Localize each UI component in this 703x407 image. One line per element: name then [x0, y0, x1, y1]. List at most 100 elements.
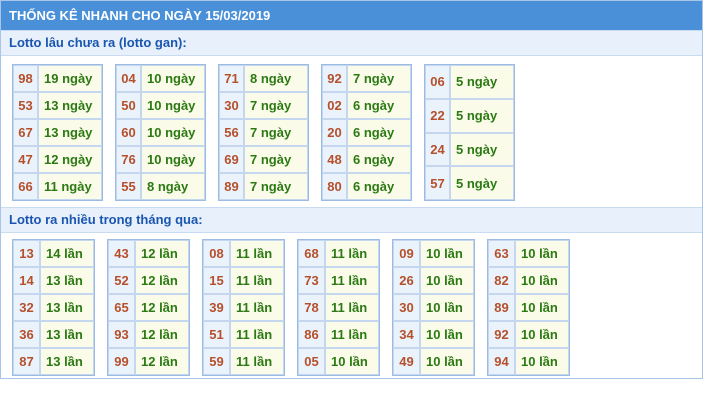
lotto-number: 05: [298, 348, 325, 375]
table-row: 24 5 ngày: [425, 132, 514, 167]
lotto-number: 92: [322, 65, 347, 92]
table-row: 04 10 ngày: [116, 65, 205, 92]
table-row: 13 14 lần: [13, 240, 94, 267]
gan-block: 71 8 ngày 30 7 ngày 56 7 ngày 69 7 ngày 89 7 ngày: [218, 64, 309, 201]
table-row: 89 7 ngày: [219, 173, 308, 200]
lotto-count: 6 ngày: [347, 146, 411, 173]
lotto-count: 11 lần: [230, 348, 284, 375]
nhieu-block: 09 10 lần 26 10 lần 30 10 lần 34 10 lần 49 10 lần: [392, 239, 475, 376]
lotto-count: 13 lần: [40, 348, 94, 375]
lotto-count: 13 ngày: [38, 92, 102, 119]
lotto-count: 5 ngày: [450, 98, 514, 133]
table-row: 20 6 ngày: [322, 119, 411, 146]
lotto-count: 11 lần: [325, 294, 379, 321]
page-title: THỐNG KÊ NHANH CHO NGÀY 15/03/2019: [1, 1, 702, 30]
gan-block: 92 7 ngày 02 6 ngày 20 6 ngày 48 6 ngày 80 6 ngày: [321, 64, 412, 201]
table-row: 92 10 lần: [488, 321, 569, 348]
lotto-number: 43: [108, 240, 135, 267]
lotto-number: 73: [298, 267, 325, 294]
table-row: 78 11 lần: [298, 294, 379, 321]
lotto-number: 82: [488, 267, 515, 294]
table-row: 94 10 lần: [488, 348, 569, 375]
lotto-number: 98: [13, 65, 38, 92]
lotto-number: 80: [322, 173, 347, 200]
lotto-number: 47: [13, 146, 38, 173]
lotto-count: 7 ngày: [244, 92, 308, 119]
table-row: 52 12 lần: [108, 267, 189, 294]
gan-block: 06 5 ngày 22 5 ngày 24 5 ngày 57 5 ngày: [424, 64, 515, 201]
lotto-count: 12 lần: [135, 267, 189, 294]
table-row: 53 13 ngày: [13, 92, 102, 119]
table-row: 51 11 lần: [203, 321, 284, 348]
table-row: 73 11 lần: [298, 267, 379, 294]
lotto-number: 99: [108, 348, 135, 375]
lotto-count: 11 lần: [325, 321, 379, 348]
lotto-number: 02: [322, 92, 347, 119]
lotto-count: 6 ngày: [347, 119, 411, 146]
lotto-number: 92: [488, 321, 515, 348]
lotto-number: 89: [219, 173, 244, 200]
nhieu-block: 43 12 lần 52 12 lần 65 12 lần 93 12 lần 99 12 lần: [107, 239, 190, 376]
lotto-count: 10 ngày: [141, 65, 205, 92]
table-row: 68 11 lần: [298, 240, 379, 267]
table-row: 32 13 lần: [13, 294, 94, 321]
lotto-count: 10 lần: [515, 348, 569, 375]
table-row: 59 11 lần: [203, 348, 284, 375]
table-row: 14 13 lần: [13, 267, 94, 294]
lotto-count: 10 lần: [515, 321, 569, 348]
lotto-number: 51: [203, 321, 230, 348]
lotto-count: 12 lần: [135, 294, 189, 321]
lotto-number: 63: [488, 240, 515, 267]
lotto-count: 10 lần: [325, 348, 379, 375]
lotto-number: 04: [116, 65, 141, 92]
lotto-number: 06: [425, 65, 450, 99]
lotto-number: 09: [393, 240, 420, 267]
lotto-count: 12 ngày: [38, 146, 102, 173]
lotto-number: 48: [322, 146, 347, 173]
lotto-number: 39: [203, 294, 230, 321]
lotto-count: 7 ngày: [244, 173, 308, 200]
lotto-number: 60: [116, 119, 141, 146]
lotto-number: 36: [13, 321, 40, 348]
lotto-number: 89: [488, 294, 515, 321]
lotto-count: 11 lần: [230, 267, 284, 294]
table-row: 67 13 ngày: [13, 119, 102, 146]
table-row: 39 11 lần: [203, 294, 284, 321]
lotto-count: 13 lần: [40, 321, 94, 348]
lotto-count: 10 lần: [420, 321, 474, 348]
lotto-count: 11 lần: [230, 240, 284, 267]
lotto-number: 78: [298, 294, 325, 321]
lotto-count: 10 lần: [420, 348, 474, 375]
table-row: 43 12 lần: [108, 240, 189, 267]
table-row: 82 10 lần: [488, 267, 569, 294]
lotto-number: 14: [13, 267, 40, 294]
table-row: 02 6 ngày: [322, 92, 411, 119]
lotto-count: 11 lần: [230, 321, 284, 348]
lotto-count: 10 lần: [420, 240, 474, 267]
lotto-count: 7 ngày: [244, 146, 308, 173]
lotto-count: 10 lần: [515, 294, 569, 321]
lotto-number: 94: [488, 348, 515, 375]
lotto-number: 22: [425, 98, 450, 133]
nhieu-block: 08 11 lần 15 11 lần 39 11 lần 51 11 lần 59 11 lần: [202, 239, 285, 376]
lotto-count: 6 ngày: [347, 92, 411, 119]
lotto-count: 10 ngày: [141, 119, 205, 146]
table-row: 99 12 lần: [108, 348, 189, 375]
lotto-number: 34: [393, 321, 420, 348]
table-row: 26 10 lần: [393, 267, 474, 294]
table-row: 06 5 ngày: [425, 65, 514, 99]
table-row: 69 7 ngày: [219, 146, 308, 173]
table-row: 05 10 lần: [298, 348, 379, 375]
lotto-number: 87: [13, 348, 40, 375]
lotto-count: 11 ngày: [38, 173, 102, 200]
lotto-count: 13 lần: [40, 294, 94, 321]
table-row: 48 6 ngày: [322, 146, 411, 173]
section-title-gan: Lotto lâu chưa ra (lotto gan):: [1, 30, 702, 56]
table-row: 57 5 ngày: [425, 166, 514, 200]
lotto-count: 13 lần: [40, 267, 94, 294]
lotto-number: 56: [219, 119, 244, 146]
lotto-count: 10 lần: [420, 267, 474, 294]
lotto-number: 52: [108, 267, 135, 294]
table-row: 93 12 lần: [108, 321, 189, 348]
lotto-count: 8 ngày: [141, 173, 205, 200]
